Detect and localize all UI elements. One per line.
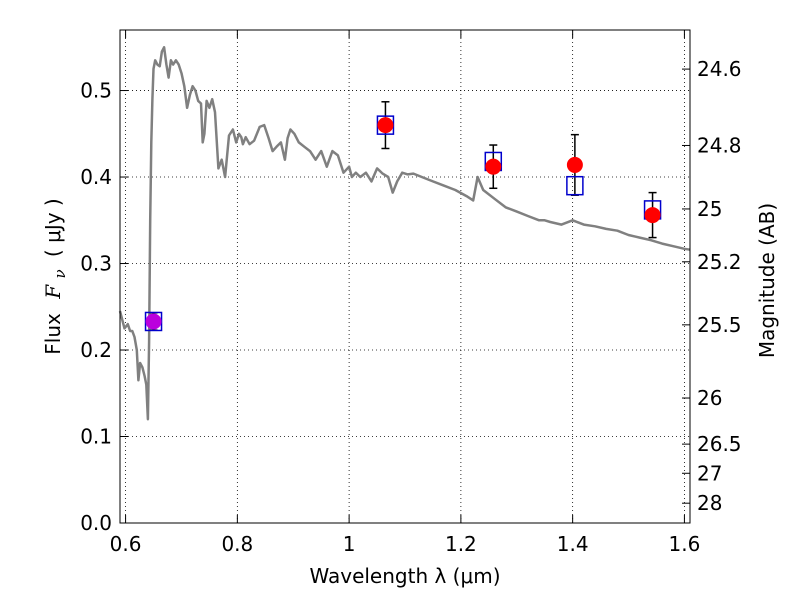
observed-photometry-point (377, 117, 394, 134)
x-tick-label: 1.2 (445, 532, 477, 556)
y-tick-label: 0.1 (80, 425, 112, 449)
model-spectrum-line (118, 46, 691, 421)
observed-photometry-point (566, 156, 583, 173)
y-tick-label: 0.0 (80, 511, 112, 535)
y-tick-label: 0.3 (80, 252, 112, 276)
y-tick-label: 0.2 (80, 338, 112, 362)
x-tick-label: 1 (343, 532, 356, 556)
y-axis-ticks: 0.0 0.1 0.2 0.3 0.4 0.5 (80, 79, 128, 535)
plot-frame (119, 29, 691, 524)
spectrum-layer (118, 46, 691, 421)
x-tick-label: 0.6 (110, 532, 142, 556)
y2-axis-ticks: 24.6 24.8 25 25.2 25.5 26 26.5 27 28 (682, 57, 742, 515)
y2-tick-label: 26 (697, 386, 722, 410)
y2-tick-label: 25 (697, 197, 722, 221)
error-bars (149, 101, 657, 331)
x-tick-label: 1.6 (669, 532, 701, 556)
y2-tick-label: 27 (697, 461, 722, 485)
x-axis-ticks: 0.6 0.8 1 1.2 1.4 1.6 (110, 30, 701, 556)
y-axis-label: Flux F ν ( μJy ) (41, 198, 70, 354)
observed-photometry-layer (145, 117, 661, 330)
observed-photometry-point (644, 207, 661, 224)
y2-tick-label: 24.6 (697, 57, 742, 81)
y2-tick-label: 25.2 (697, 250, 742, 274)
x-axis-label: Wavelength λ (μm) (309, 564, 500, 588)
y2-tick-label: 24.8 (697, 133, 742, 157)
y-tick-label: 0.5 (80, 79, 112, 103)
y-axis-label-prefix: Flux (41, 313, 65, 355)
y-axis-label-symbol: F (41, 284, 65, 300)
y2-tick-label: 26.5 (697, 432, 742, 456)
y-axis-label-unit: ( μJy ) (41, 198, 65, 257)
observed-photometry-point (145, 313, 162, 330)
model-photometry-square (566, 175, 584, 196)
y2-tick-label: 28 (697, 491, 722, 515)
x-tick-label: 1.4 (557, 532, 589, 556)
y2-axis-label: Magnitude (AB) (755, 203, 779, 358)
y2-tick-label: 25.5 (697, 313, 742, 337)
y-axis-label-subscript: ν (51, 269, 69, 278)
x-tick-label: 0.8 (221, 532, 253, 556)
observed-photometry-point (485, 158, 502, 175)
y-tick-label: 0.4 (80, 165, 112, 189)
